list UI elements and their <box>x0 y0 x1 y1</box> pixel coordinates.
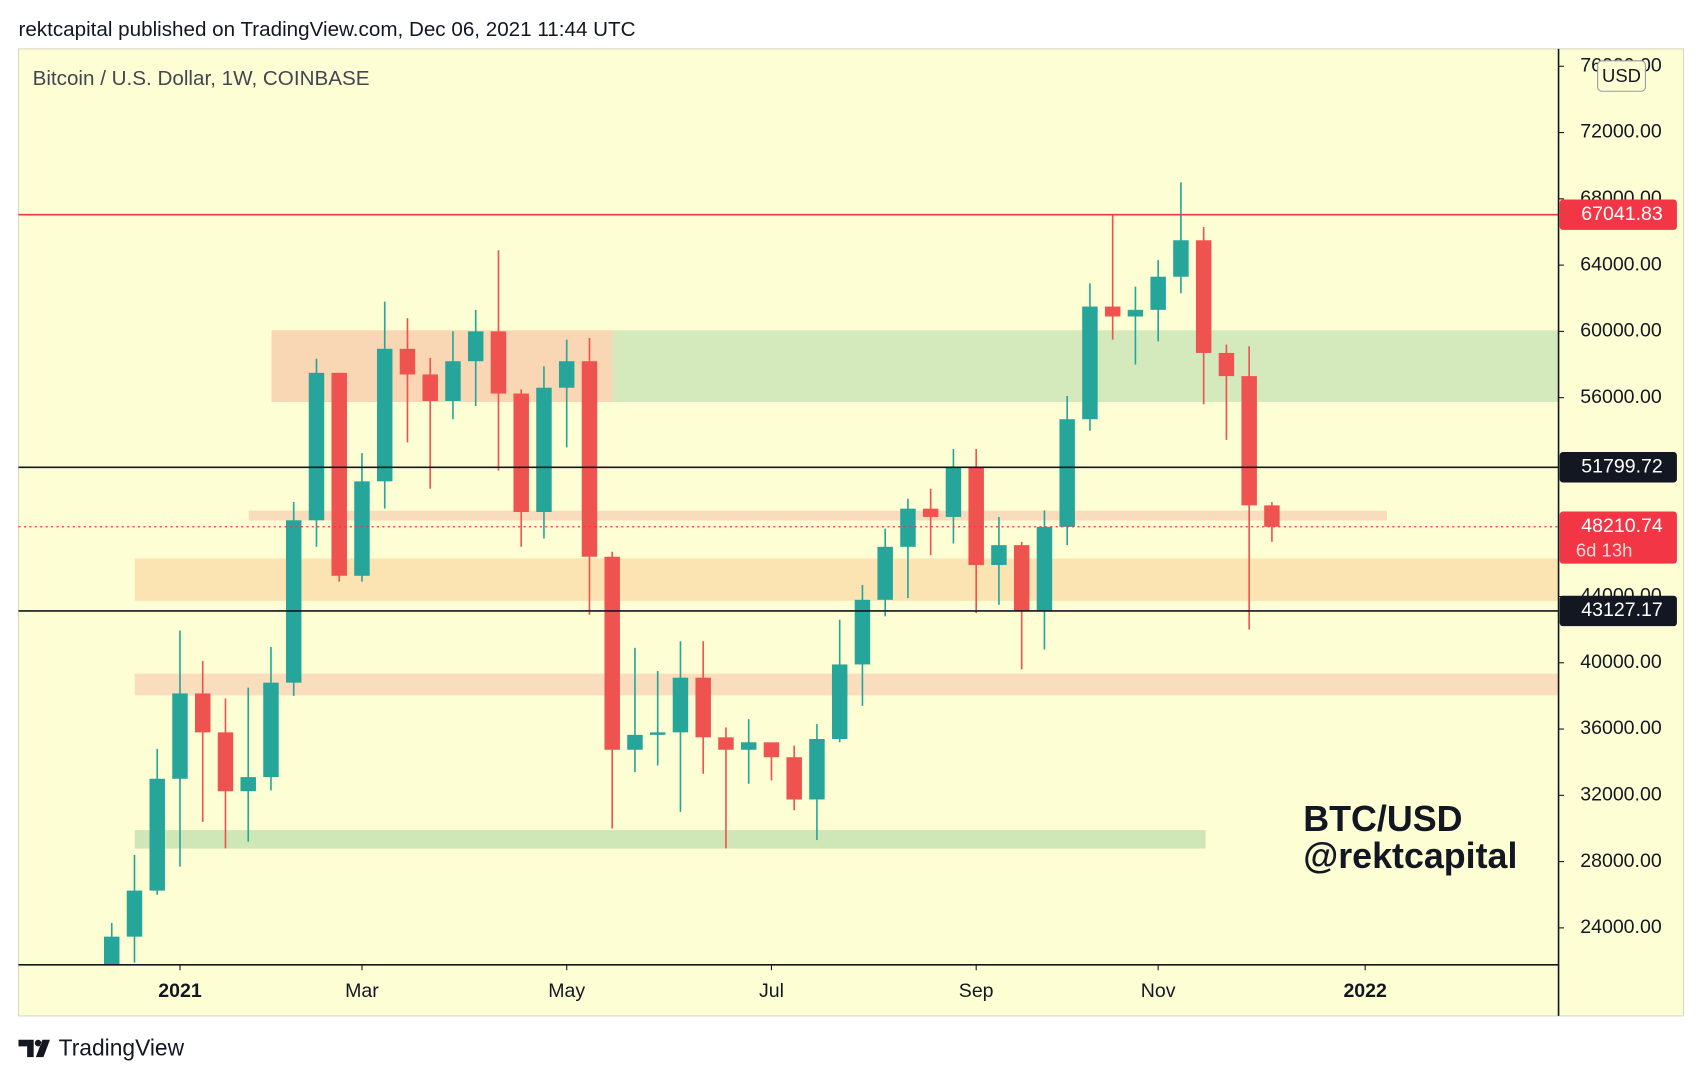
candle-body <box>854 599 871 665</box>
candle-body <box>1082 306 1098 420</box>
symbol-title: Bitcoin / U.S. Dollar, 1W, COINBASE <box>33 67 370 90</box>
currency-label[interactable]: USD <box>1602 65 1641 86</box>
candle-body <box>1264 505 1280 527</box>
candle-body <box>1195 240 1212 353</box>
candle-body <box>240 777 256 792</box>
y-tick-label: 40000.00 <box>1580 651 1662 673</box>
publish-header: rektcapital published on TradingView.com… <box>18 18 635 41</box>
candle-body <box>877 546 893 600</box>
candle-body <box>991 545 1007 566</box>
candle-body <box>695 677 711 738</box>
price-label-box <box>1559 511 1677 564</box>
candle-body <box>285 520 302 683</box>
zones <box>134 330 1559 849</box>
price-label-box <box>1559 595 1677 627</box>
candle-body <box>945 467 962 517</box>
candle-body <box>467 331 484 362</box>
candle-body <box>718 737 734 750</box>
price-label: 43127.17 <box>1581 599 1663 621</box>
candle-body <box>331 372 347 576</box>
y-tick-label: 32000.00 <box>1580 783 1662 805</box>
logo-text[interactable]: TradingView <box>59 1035 185 1061</box>
candle-body <box>422 374 438 401</box>
price-label: 48210.74 <box>1581 515 1663 537</box>
candle-body <box>740 742 757 750</box>
candle-body <box>536 387 552 512</box>
y-tick-label: 72000.00 <box>1580 121 1662 143</box>
x-tick-label: 2022 <box>1343 980 1387 1002</box>
x-tick-label: May <box>548 980 585 1002</box>
y-tick-label: 28000.00 <box>1580 850 1662 872</box>
orange-zone <box>134 558 1559 601</box>
y-tick-label: 64000.00 <box>1580 253 1662 275</box>
candle-body <box>1104 306 1121 317</box>
candle-body <box>1241 376 1257 506</box>
candle-body <box>149 778 165 891</box>
candle-body <box>786 757 802 800</box>
candle-body <box>172 693 188 779</box>
price-label-box <box>1559 452 1677 483</box>
candle-body <box>1173 240 1189 277</box>
candle-body <box>763 742 780 758</box>
candle-body <box>217 732 234 792</box>
candle-body <box>627 734 643 750</box>
price-label: 67041.83 <box>1581 203 1663 225</box>
x-tick-label: Mar <box>345 980 379 1002</box>
candle-body <box>1218 352 1235 377</box>
y-tick-label: 56000.00 <box>1580 386 1662 408</box>
thin-zone <box>248 510 1387 521</box>
candle-body <box>1036 526 1053 612</box>
candle-body <box>354 481 370 576</box>
candle-body <box>376 348 393 482</box>
candle-body <box>308 372 325 521</box>
plot <box>18 182 1559 965</box>
candle-body <box>968 467 984 566</box>
candle-body <box>1059 419 1075 527</box>
x-tick-label: Sep <box>959 980 994 1002</box>
price-label-box <box>1559 199 1677 230</box>
x-tick-label: 2021 <box>158 980 202 1002</box>
candle-body <box>900 508 916 547</box>
candle-body <box>809 738 825 800</box>
candle-body <box>672 677 689 733</box>
currency-badge[interactable] <box>1597 60 1646 92</box>
logo-mark[interactable] <box>18 1039 50 1058</box>
candle-body <box>263 682 279 778</box>
bottom-zone <box>134 830 1206 849</box>
supply-zone <box>271 330 613 403</box>
candle-body <box>922 508 939 517</box>
candle-body <box>581 361 598 557</box>
x-tick-label: Nov <box>1141 980 1176 1002</box>
candle-body <box>445 361 461 401</box>
tradingview-logo[interactable]: TradingView <box>18 1035 185 1061</box>
y-tick-label: 60000.00 <box>1580 320 1662 342</box>
candle-body <box>1127 309 1144 317</box>
candle-body <box>1150 276 1166 310</box>
y-tick-label: 24000.00 <box>1580 916 1662 938</box>
candle-body <box>604 556 620 750</box>
x-tick-label: Jul <box>759 980 784 1002</box>
candle-body <box>1013 545 1030 612</box>
candle-body <box>513 393 529 512</box>
watermark-line: BTC/USD <box>1303 799 1462 839</box>
y-tick-label: 36000.00 <box>1580 717 1662 739</box>
candle-body <box>126 890 143 937</box>
watermark-line: @rektcapital <box>1303 836 1517 876</box>
candle-body <box>194 693 211 733</box>
countdown-label: 6d 13h <box>1576 540 1632 561</box>
candle-body <box>490 331 507 394</box>
price-label: 51799.72 <box>1581 455 1663 477</box>
candle-body <box>649 732 666 735</box>
candle-body <box>399 348 416 375</box>
candle-body <box>103 936 120 965</box>
candle-body <box>831 664 848 739</box>
candle-body <box>558 361 575 388</box>
